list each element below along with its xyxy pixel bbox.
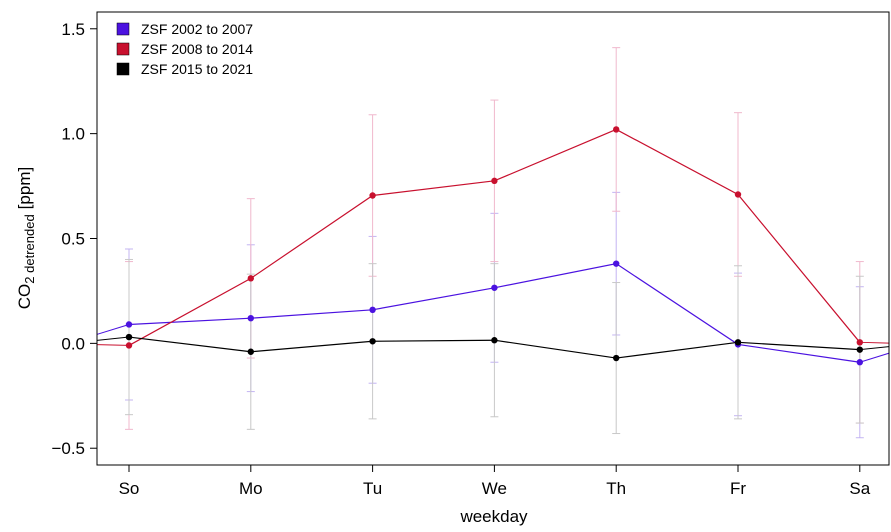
x-tick-label: Fr: [730, 479, 746, 498]
legend-label: ZSF 2008 to 2014: [141, 41, 253, 57]
point: [491, 177, 498, 185]
y-label-unit: [ppm]: [15, 167, 34, 210]
wrap-segment: [859, 341, 889, 344]
point: [856, 339, 863, 346]
y-label-main: CO: [15, 284, 34, 310]
y-tick-label: 1.0: [61, 125, 85, 144]
point: [125, 333, 133, 341]
point: [856, 359, 863, 366]
point: [491, 284, 498, 291]
point: [369, 306, 376, 314]
wrap-segment: [97, 336, 130, 341]
x-tick-label: Th: [606, 479, 626, 498]
legend-swatch: [116, 22, 130, 36]
x-tick-label: Sa: [849, 479, 870, 498]
legend-label: ZSF 2002 to 2007: [141, 21, 253, 37]
y-tick-label: 0.5: [61, 230, 85, 249]
y-tick-label: 0.0: [61, 334, 85, 353]
point: [856, 346, 863, 353]
plot-frame: [96, 11, 890, 466]
point: [369, 338, 376, 345]
point: [247, 348, 254, 355]
y-label-sub: 2 detrended: [22, 214, 37, 283]
y-axis-label: CO2 detrended [ppm]: [15, 167, 37, 309]
point: [247, 275, 254, 282]
point: [613, 260, 620, 267]
x-tick-label: Mo: [239, 479, 263, 498]
point: [247, 314, 254, 322]
point: [369, 192, 376, 199]
point: [734, 339, 742, 346]
point: [613, 354, 620, 362]
y-tick-label: 1.5: [61, 20, 85, 39]
plot-area: [97, 324, 889, 363]
point: [491, 337, 498, 344]
point: [125, 342, 133, 349]
wrap-segment: [97, 344, 130, 346]
point: [734, 191, 742, 198]
x-tick-label: So: [119, 479, 140, 498]
wrap-segment: [859, 352, 889, 363]
point: [613, 126, 620, 133]
wrap-segment: [97, 324, 130, 335]
x-axis-label: weekday: [459, 507, 528, 526]
y-tick-label: −0.5: [51, 439, 85, 458]
point: [125, 321, 133, 328]
legend-swatch: [116, 42, 130, 56]
x-tick-label: Tu: [363, 479, 382, 498]
x-tick-label: We: [482, 479, 507, 498]
legend-label: ZSF 2015 to 2021: [141, 61, 253, 77]
legend-swatch: [116, 62, 130, 76]
wrap-segment: [859, 346, 889, 351]
